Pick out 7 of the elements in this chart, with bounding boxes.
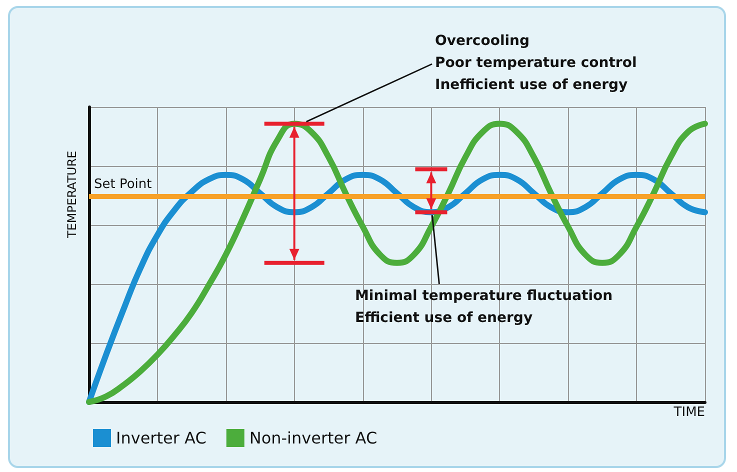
legend-label: Inverter AC: [116, 428, 206, 448]
x-axis-title: TIME: [672, 405, 706, 420]
text: Overcooling Poor temperature control Inefficient use of energy: [435, 33, 637, 93]
legend-label: Non-inverter AC: [249, 428, 378, 448]
ref-line-label: Set Point: [94, 177, 152, 192]
y-axis-title: TEMPERATURE: [65, 150, 79, 239]
annotation: Minimal temperature fluctuation Efficient use of energy: [355, 288, 613, 326]
